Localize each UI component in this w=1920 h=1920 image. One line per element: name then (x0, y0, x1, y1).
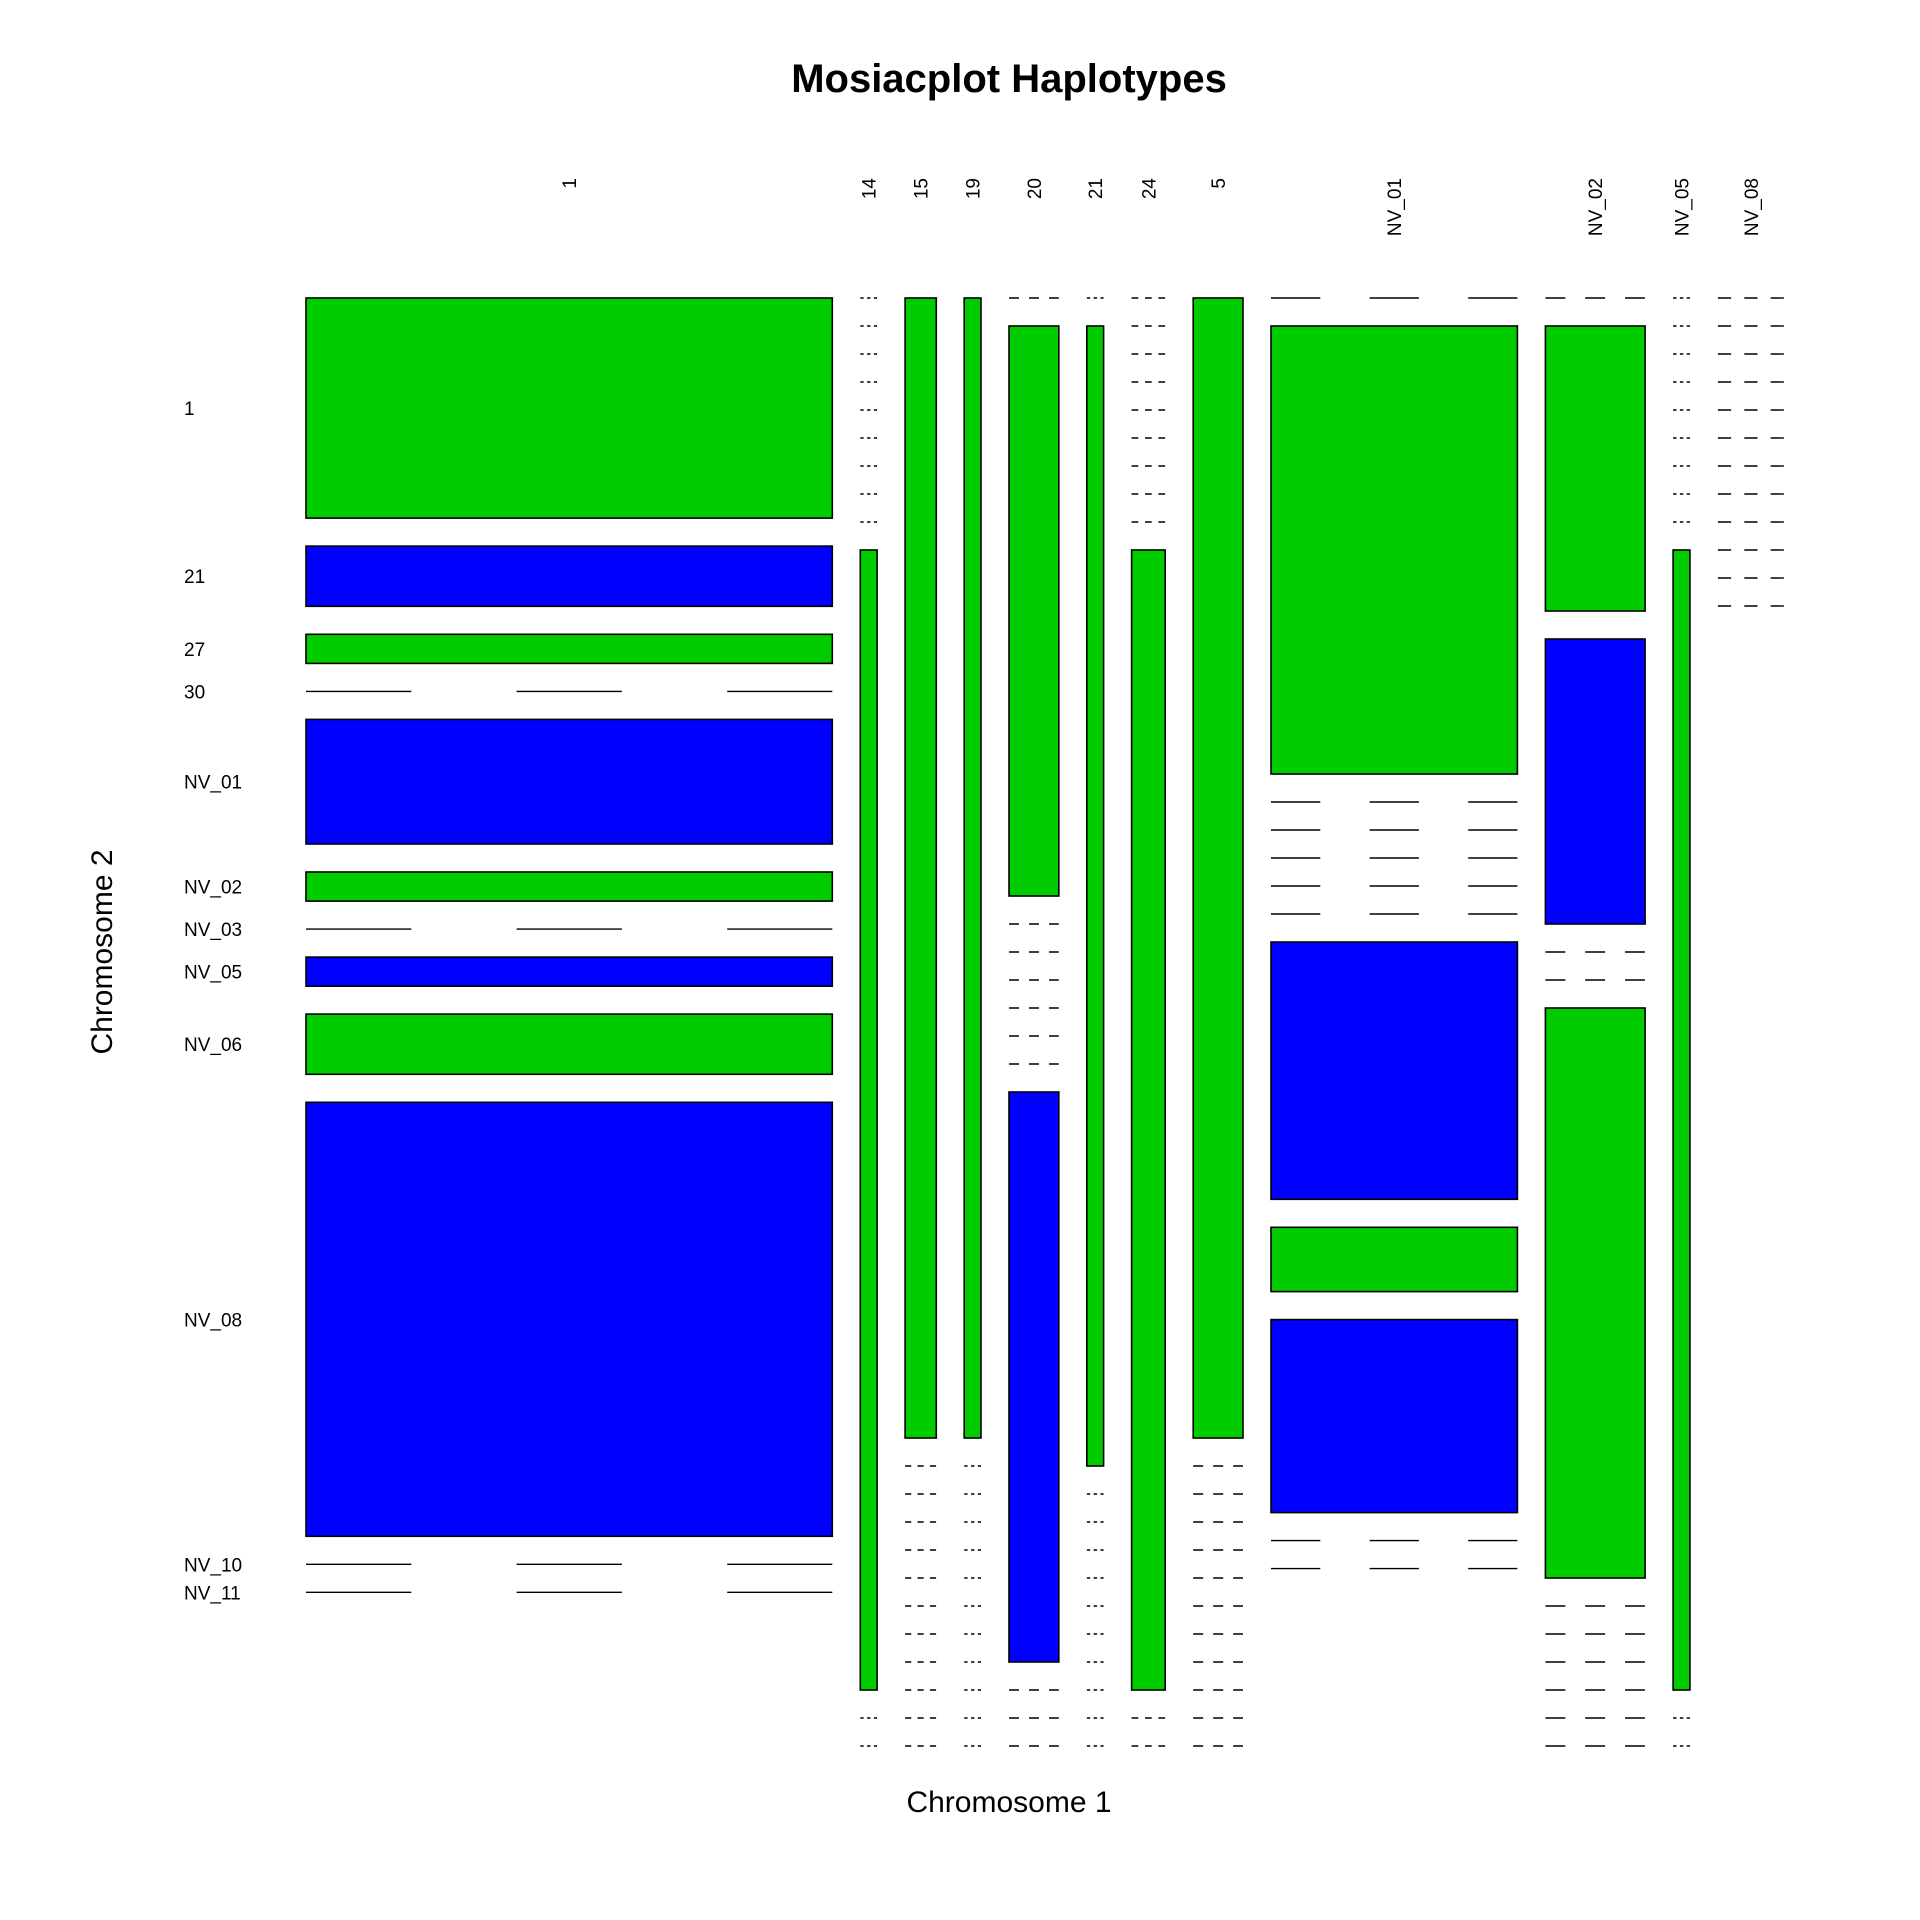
y-tick-label: NV_11 (184, 1583, 241, 1604)
mosaic-tile (1544, 325, 1646, 612)
mosaic-tile (1544, 1007, 1646, 1579)
mosaic-tile (305, 633, 834, 665)
y-tick-label: 30 (184, 682, 205, 703)
mosaic-tile (1008, 1091, 1060, 1663)
y-tick-label: NV_06 (184, 1035, 242, 1056)
mosaic-tile (305, 545, 834, 608)
x-tick-label: NV_08 (1742, 178, 1763, 236)
mosaic-tile (305, 1013, 834, 1076)
x-tick-label: 15 (912, 178, 933, 199)
mosaic-tile (305, 871, 834, 902)
mosaic-tile (1270, 941, 1519, 1201)
mosaic-tile (305, 718, 834, 845)
mosaic-tile (904, 297, 938, 1439)
mosaic-tile (1270, 1318, 1519, 1514)
x-tick-label: NV_05 (1672, 178, 1693, 236)
y-tick-label: NV_05 (184, 963, 242, 984)
y-tick-label: 1 (184, 399, 195, 420)
x-tick-label: NV_01 (1385, 178, 1406, 236)
mosaic-tile (1130, 549, 1166, 1691)
x-tick-label: 21 (1086, 178, 1107, 199)
x-axis-label: Chromosome 1 (906, 1786, 1111, 1819)
x-tick-label: 14 (860, 178, 881, 200)
mosaic-tile (1192, 297, 1244, 1439)
mosaic-tile (305, 956, 834, 987)
mosaic-tile (1672, 549, 1691, 1691)
chart-title: Mosiacplot Haplotypes (791, 57, 1227, 101)
mosaic-tile (1086, 325, 1105, 1467)
y-tick-label: 27 (184, 640, 205, 661)
x-tick-label: 20 (1025, 178, 1046, 199)
y-tick-label: NV_02 (184, 878, 242, 899)
x-tick-label: 5 (1209, 178, 1230, 189)
x-tick-label: 24 (1139, 178, 1160, 200)
mosaic-tile (963, 297, 982, 1439)
mosaic-tile (305, 1101, 834, 1538)
mosaic-tile (859, 549, 878, 1691)
mosaic-tile (1270, 325, 1519, 775)
y-tick-label: 21 (184, 567, 205, 588)
x-tick-label: NV_02 (1586, 178, 1607, 236)
mosaic-tiles (305, 297, 1784, 1747)
mosaic-tile (1544, 638, 1646, 925)
mosaic-tile (1008, 325, 1060, 897)
x-tick-labels: 1 14 15 19 20 21 24 5 NV_01 NV_02 NV_05 NV_08 (560, 178, 1763, 237)
y-tick-label: NV_10 (184, 1555, 242, 1576)
x-tick-label: 1 (560, 178, 581, 189)
mosaic-tile (1270, 1226, 1519, 1293)
y-tick-label: NV_01 (184, 773, 242, 794)
y-axis-label: Chromosome 2 (86, 849, 119, 1054)
y-tick-labels: 1 21 27 30 NV_01 NV_02 NV_03 NV_05 NV_06 NV_08 NV_… (184, 399, 242, 1604)
y-tick-label: NV_03 (184, 920, 242, 941)
y-tick-label: NV_08 (184, 1310, 242, 1331)
mosaic-tile (305, 297, 834, 519)
x-tick-label: 19 (964, 178, 985, 199)
